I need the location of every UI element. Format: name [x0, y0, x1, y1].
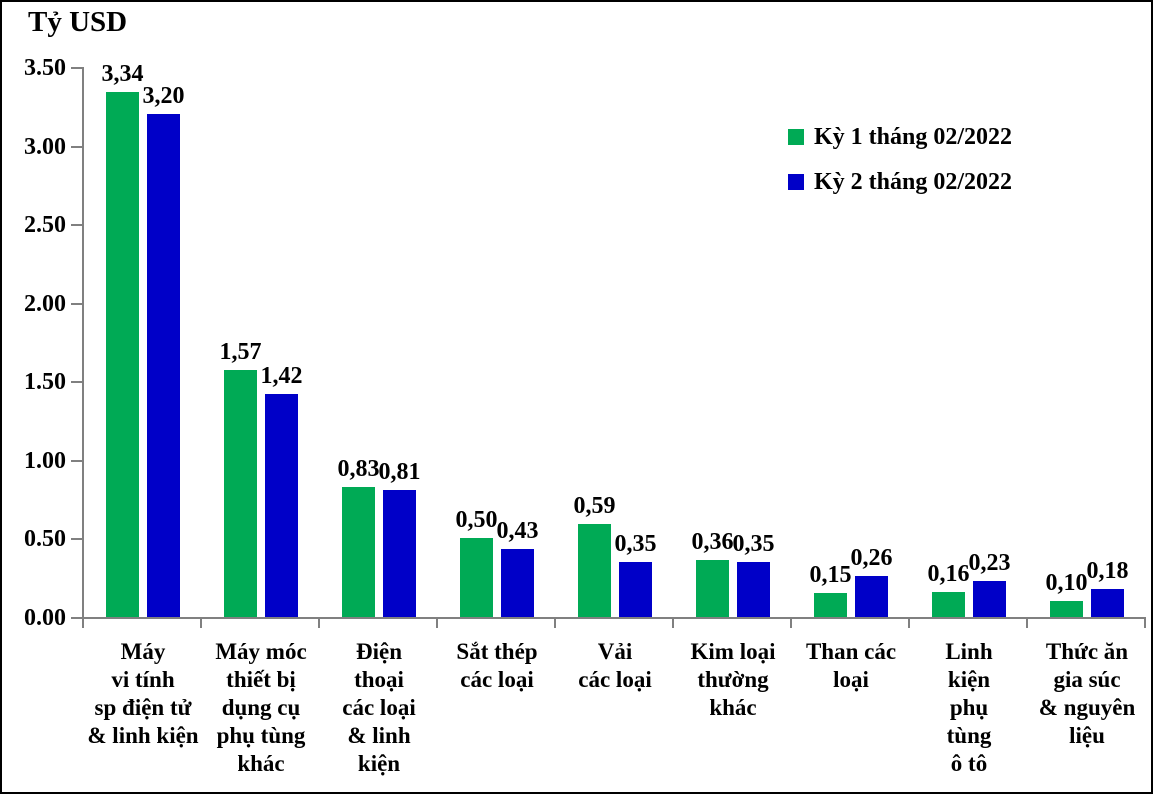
y-axis-tick-label: 1.00	[24, 447, 66, 474]
bar-value-label: 1,57	[219, 339, 262, 366]
y-axis-tick-label: 1.50	[24, 369, 66, 396]
bar	[1050, 601, 1083, 617]
y-axis-tick	[71, 617, 82, 619]
category-label: Máy vi tính sp điện tử & linh kiện	[87, 639, 199, 748]
bar-value-label: 0,36	[691, 529, 734, 556]
y-axis-tick	[71, 224, 82, 227]
y-axis-tick	[71, 67, 82, 69]
bar-value-label: 3,34	[101, 61, 144, 88]
bar	[1091, 588, 1124, 617]
legend-label: Kỳ 2 tháng 02/2022	[814, 168, 1013, 195]
x-axis-line	[82, 617, 1146, 619]
category-label: Thức ăn gia súc & nguyên liệu	[1038, 639, 1136, 748]
x-axis-tick	[672, 619, 674, 628]
bar-value-label: 0,83	[337, 455, 380, 482]
x-axis-tick	[436, 619, 438, 628]
legend-swatch	[788, 129, 804, 145]
bar-value-label: 1,42	[260, 362, 303, 389]
y-axis-tick-label: 3.50	[24, 55, 66, 81]
bar-value-label: 0,43	[496, 518, 539, 545]
bar	[737, 562, 770, 617]
bar-value-label: 0,59	[573, 493, 616, 520]
bar-value-label: 0,50	[455, 507, 498, 534]
category-label: Sắt thép các loại	[456, 639, 538, 692]
bar	[855, 576, 888, 617]
legend-label: Kỳ 1 tháng 02/2022	[814, 123, 1013, 150]
bar	[578, 524, 611, 617]
bar-value-label: 0,35	[732, 531, 775, 557]
y-axis-tick-label: 0.50	[24, 526, 66, 553]
y-axis-tick	[71, 145, 82, 148]
category-label: Linh kiện phụ tùng ô tô	[945, 639, 993, 776]
bar-value-label: 0,15	[809, 562, 852, 589]
category-label: Vải các loại	[578, 639, 652, 692]
bar-value-label: 0,16	[927, 560, 970, 587]
bar-value-label: 0,10	[1045, 570, 1088, 597]
y-axis-tick	[71, 459, 82, 462]
x-axis-tick	[82, 619, 84, 628]
bar-value-label: 0,18	[1086, 557, 1129, 584]
legend-swatch	[788, 174, 804, 190]
x-axis-tick	[554, 619, 556, 628]
bar	[619, 562, 652, 617]
bar	[814, 593, 847, 617]
x-axis-tick	[318, 619, 320, 628]
bar-value-label: 0,26	[850, 545, 893, 572]
bar	[932, 591, 965, 617]
bar	[224, 370, 257, 617]
bar	[501, 549, 534, 617]
bar	[973, 580, 1006, 617]
legend-item: Kỳ 1 tháng 02/2022	[788, 123, 1012, 151]
bar	[342, 486, 375, 617]
bar	[696, 560, 729, 617]
x-axis-tick	[790, 619, 792, 628]
y-axis-tick-label: 2.50	[24, 212, 66, 239]
bar	[106, 92, 139, 617]
legend-item: Kỳ 2 tháng 02/2022	[788, 168, 1012, 196]
y-axis-tick-label: 0.00	[24, 605, 66, 631]
y-axis-tick	[71, 538, 82, 541]
chart-title: Tỷ USD	[28, 6, 128, 38]
x-axis-tick	[1144, 619, 1146, 628]
y-axis-tick-label: 3.00	[24, 133, 66, 160]
bar-value-label: 3,20	[142, 83, 185, 110]
category-label: Máy móc thiết bị dụng cụ phụ tùng khác	[215, 639, 307, 776]
y-axis-tick	[71, 302, 82, 305]
category-label: Kim loại thường khác	[690, 639, 776, 720]
bar	[265, 393, 298, 617]
y-axis-tick	[71, 381, 82, 384]
x-axis-tick	[200, 619, 202, 628]
category-label: Than các loại	[805, 639, 897, 692]
y-axis-line	[82, 67, 84, 617]
x-axis-tick	[1026, 619, 1028, 628]
bar	[383, 489, 416, 617]
legend: Kỳ 1 tháng 02/2022 Kỳ 2 tháng 02/2022	[788, 123, 1012, 213]
y-axis-tick-label: 2.00	[24, 290, 66, 317]
x-axis-tick	[908, 619, 910, 628]
bar	[460, 538, 493, 617]
bar-value-label: 0,23	[968, 549, 1011, 576]
bar	[147, 114, 180, 617]
bar-value-label: 0,35	[614, 531, 657, 557]
bar-value-label: 0,81	[378, 458, 421, 485]
category-label: Điện thoại các loại & linh kiện	[342, 639, 416, 776]
